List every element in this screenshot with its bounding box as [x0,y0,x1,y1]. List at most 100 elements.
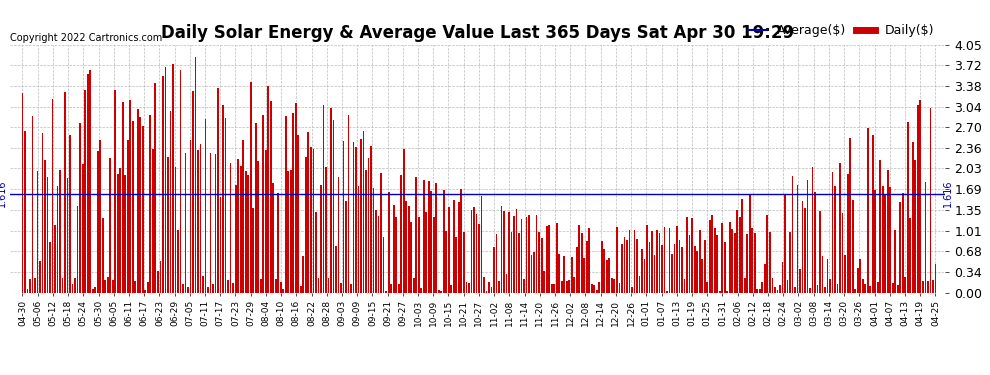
Bar [362,131,364,292]
Bar [99,140,101,292]
Bar [233,283,234,292]
Bar [832,172,834,292]
Bar [82,164,83,292]
Bar [927,281,929,292]
Bar [862,279,863,292]
Bar [475,214,477,292]
Bar [426,212,427,292]
Bar [781,262,783,292]
Bar [109,159,111,292]
Bar [421,288,422,292]
Bar [220,196,222,292]
Bar [877,282,878,292]
Bar [742,199,743,292]
Bar [455,237,457,292]
Bar [66,178,68,292]
Bar [179,69,181,292]
Bar [238,159,239,292]
Bar [84,90,86,292]
Bar [460,189,462,292]
Bar [64,92,66,292]
Bar [794,287,796,292]
Bar [450,285,452,292]
Bar [837,284,839,292]
Bar [902,193,904,292]
Bar [764,264,765,292]
Bar [629,230,631,292]
Bar [388,192,389,292]
Bar [436,183,438,292]
Bar [22,93,24,292]
Bar [418,217,420,292]
Bar [149,115,151,292]
Bar [152,149,153,292]
Bar [616,227,618,292]
Bar [583,258,585,292]
Bar [305,157,307,292]
Bar [350,284,351,292]
Bar [172,64,174,292]
Bar [94,287,96,292]
Bar [367,158,369,292]
Bar [254,123,256,292]
Bar [79,123,81,292]
Text: 1.616: 1.616 [942,180,953,207]
Bar [195,57,196,292]
Bar [661,244,663,292]
Bar [34,278,36,292]
Bar [69,135,71,292]
Bar [295,103,297,292]
Bar [563,256,565,292]
Bar [210,153,212,292]
Bar [709,220,711,292]
Bar [789,232,791,292]
Bar [122,102,124,292]
Bar [508,212,510,292]
Bar [887,170,889,292]
Bar [905,278,906,292]
Bar [930,108,932,292]
Bar [606,260,608,292]
Bar [639,276,641,292]
Bar [408,206,410,292]
Bar [318,278,320,292]
Bar [604,249,605,292]
Bar [370,146,372,292]
Bar [265,150,266,292]
Bar [405,201,407,292]
Bar [817,285,819,292]
Bar [97,151,99,292]
Bar [701,259,703,292]
Bar [431,190,433,292]
Bar [727,291,728,292]
Bar [771,278,773,292]
Bar [892,283,894,292]
Bar [511,232,513,292]
Bar [874,190,876,292]
Bar [856,268,858,292]
Bar [310,147,312,292]
Bar [835,186,836,292]
Bar [631,287,633,292]
Bar [245,171,247,292]
Bar [380,173,382,292]
Bar [297,135,299,292]
Bar [636,240,638,292]
Bar [142,126,144,292]
Bar [92,288,93,292]
Bar [827,259,829,292]
Bar [24,131,26,292]
Bar [465,282,467,292]
Bar [243,140,245,292]
Bar [734,232,736,292]
Bar [518,233,520,292]
Bar [699,230,701,292]
Bar [526,217,528,292]
Bar [802,201,803,292]
Bar [290,170,292,292]
Bar [714,228,716,292]
Bar [157,271,158,292]
Bar [159,261,161,292]
Bar [799,268,801,292]
Bar [787,280,788,292]
